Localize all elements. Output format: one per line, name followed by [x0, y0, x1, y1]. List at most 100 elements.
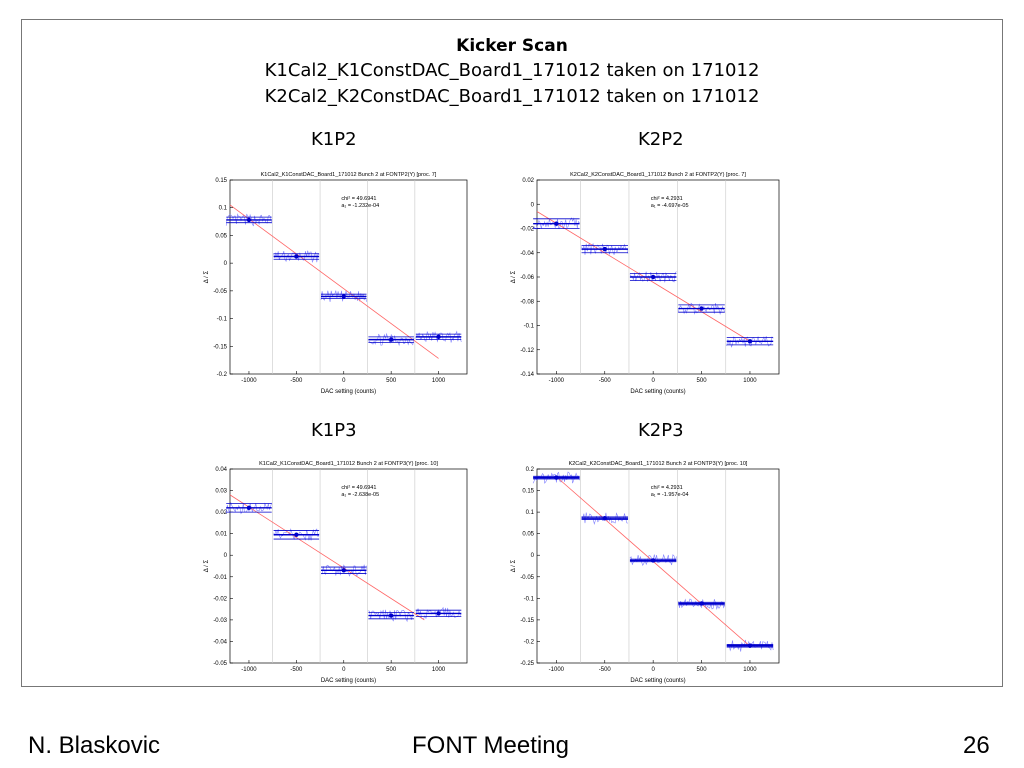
- y-tick-label: 0: [531, 202, 535, 208]
- panel-label-k2p2: K2P2: [638, 129, 684, 150]
- y-tick-label: 0.04: [215, 467, 227, 473]
- x-tick-label: -1000: [549, 378, 565, 384]
- y-tick-label: -0.01: [213, 575, 227, 581]
- fit-slope-annotation: a₁ = -4.697e-05: [651, 203, 689, 209]
- y-tick-label: -0.05: [520, 575, 534, 581]
- y-tick-label: -0.02: [213, 596, 227, 602]
- slide-subtitle-2: K2Cal2_K2ConstDAC_Board1_171012 taken on…: [264, 86, 760, 107]
- fit-chi2-annotation: chi² = 4.2931: [651, 196, 683, 202]
- y-tick-label: 0.05: [522, 532, 534, 538]
- y-tick-label: -0.2: [217, 372, 228, 378]
- fit-slope-annotation: a₁ = -1.232e-04: [341, 203, 379, 209]
- y-tick-label: 0.15: [215, 178, 227, 184]
- y-tick-label: -0.05: [213, 661, 227, 667]
- x-tick-label: -500: [599, 667, 612, 673]
- chart-title: K1Cal2_K1ConstDAC_Board1_171012 Bunch 2 …: [259, 461, 438, 467]
- x-axis-label: DAC setting (counts): [630, 678, 685, 684]
- y-axis-label: Δ / Σ: [204, 271, 210, 284]
- data-point: [602, 246, 607, 252]
- y-tick-label: -0.06: [520, 275, 534, 281]
- slide-title: Kicker Scan: [456, 36, 568, 56]
- data-point: [436, 611, 441, 616]
- chart-k2p2: K2Cal2_K2ConstDAC_Board1_171012 Bunch 2 …: [511, 172, 780, 395]
- plot-area: [229, 468, 468, 664]
- panel-label-k2p3: K2P3: [638, 420, 684, 441]
- y-axis-label: Δ / Σ: [511, 560, 517, 573]
- y-tick-label: -0.05: [213, 289, 227, 295]
- data-point: [341, 568, 346, 573]
- y-tick-label: -0.25: [520, 661, 534, 667]
- x-axis-label: DAC setting (counts): [630, 389, 685, 395]
- x-tick-label: -500: [290, 667, 303, 673]
- y-tick-label: -0.1: [217, 317, 228, 323]
- fit-chi2-annotation: chi² = 49.6941: [341, 196, 376, 202]
- y-tick-label: -0.14: [520, 372, 534, 378]
- x-tick-label: -500: [290, 378, 303, 384]
- x-tick-label: -1000: [241, 667, 257, 673]
- y-tick-label: 0: [531, 553, 535, 559]
- data-point: [747, 339, 753, 344]
- data-point: [388, 337, 394, 342]
- fit-line: [229, 494, 425, 621]
- data-point: [747, 643, 753, 648]
- y-tick-label: -0.1: [524, 596, 535, 602]
- x-tick-label: -500: [599, 378, 612, 384]
- y-tick-label: 0.05: [215, 233, 227, 239]
- slide-subtitle-1: K1Cal2_K1ConstDAC_Board1_171012 taken on…: [264, 60, 760, 81]
- x-tick-label: 1000: [743, 378, 757, 384]
- x-tick-label: 1000: [743, 667, 757, 673]
- x-axis-label: DAC setting (counts): [321, 678, 376, 684]
- fit-chi2-annotation: chi² = 4.2931: [651, 485, 683, 491]
- data-point: [388, 613, 394, 618]
- y-tick-label: 0.2: [526, 467, 535, 473]
- y-tick-label: 0.15: [522, 489, 534, 495]
- slide-title-block: Kicker Scan K1Cal2_K1ConstDAC_Board1_171…: [21, 34, 1003, 110]
- y-tick-label: 0.1: [219, 206, 228, 212]
- raw-signal-trace: [368, 332, 415, 347]
- raw-signal-trace: [320, 564, 367, 577]
- x-tick-label: 0: [342, 378, 346, 384]
- footer-page-number: 26: [963, 732, 990, 759]
- data-point: [699, 306, 704, 311]
- slide-frame: [21, 19, 1003, 687]
- y-tick-label: 0: [224, 261, 228, 267]
- data-point: [554, 475, 559, 480]
- chart-title: K1Cal2_K1ConstDAC_Board1_171012 Bunch 2 …: [261, 172, 437, 178]
- y-tick-label: -0.15: [213, 344, 227, 350]
- data-point: [246, 505, 252, 510]
- footer-author: N. Blaskovic: [28, 732, 161, 759]
- plot-area: [229, 179, 468, 375]
- data-point: [602, 515, 607, 521]
- data-point: [246, 217, 252, 223]
- chart-k1p2: K1Cal2_K1ConstDAC_Board1_171012 Bunch 2 …: [204, 172, 468, 395]
- data-point: [554, 221, 559, 226]
- data-point: [650, 558, 656, 563]
- y-tick-label: -0.2: [524, 639, 535, 645]
- panel-label-k1p2: K1P2: [311, 129, 357, 150]
- data-point: [294, 532, 299, 537]
- chart-k2p3: K2Cal2_K2ConstDAC_Board1_171012 Bunch 2 …: [511, 461, 780, 684]
- y-tick-label: -0.04: [213, 639, 227, 645]
- data-point: [294, 254, 299, 259]
- y-tick-label: -0.02: [520, 227, 534, 233]
- fit-chi2-annotation: chi² = 49.6941: [341, 485, 376, 491]
- y-tick-label: 0.01: [215, 532, 227, 538]
- y-tick-label: -0.04: [520, 251, 534, 257]
- panel-label-k1p3: K1P3: [311, 420, 357, 441]
- y-tick-label: -0.03: [213, 618, 227, 624]
- x-tick-label: 500: [386, 667, 397, 673]
- data-point: [436, 334, 441, 340]
- y-tick-label: 0.03: [215, 489, 227, 495]
- y-tick-label: -0.08: [520, 299, 534, 305]
- x-tick-label: 1000: [432, 667, 446, 673]
- x-tick-label: 500: [697, 378, 708, 384]
- y-tick-label: 0.02: [522, 178, 534, 184]
- data-point: [341, 294, 346, 299]
- x-axis-label: DAC setting (counts): [321, 389, 376, 395]
- data-point: [699, 601, 704, 606]
- fit-line: [229, 204, 439, 359]
- y-tick-label: -0.12: [520, 348, 534, 354]
- x-tick-label: 500: [386, 378, 397, 384]
- x-tick-label: 1000: [432, 378, 446, 384]
- y-axis-label: Δ / Σ: [511, 271, 517, 284]
